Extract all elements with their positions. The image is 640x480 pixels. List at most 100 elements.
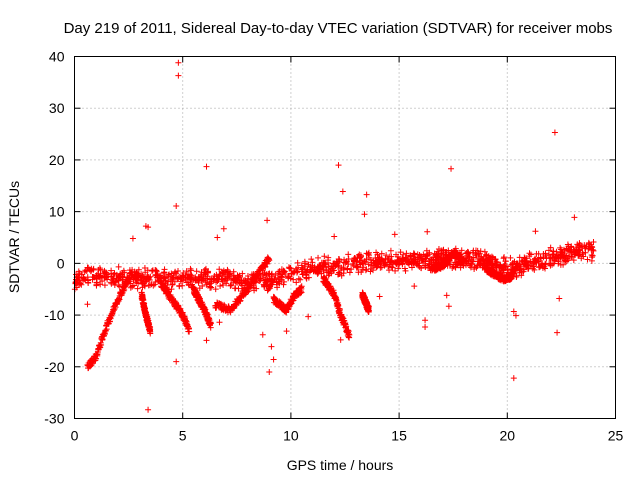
data-point-band	[188, 275, 195, 282]
data-point-band	[569, 253, 576, 260]
data-point-band	[76, 280, 83, 287]
data-point-band	[134, 285, 141, 292]
data-point-band	[293, 265, 300, 272]
data-point-band	[115, 263, 122, 270]
data-point-outlier	[361, 211, 368, 218]
data-point-band	[402, 254, 409, 261]
data-point-band	[133, 272, 140, 279]
data-point-band	[588, 257, 595, 264]
y-tick-label: 20	[49, 152, 65, 168]
data-point-band	[133, 279, 140, 286]
data-point-band	[426, 251, 433, 258]
data-point-band	[325, 272, 332, 279]
data-point-band	[357, 261, 364, 268]
data-point-band	[421, 262, 428, 269]
data-point-band	[465, 249, 472, 256]
data-point-band	[475, 258, 482, 265]
data-point-outlier	[422, 323, 429, 330]
data-point-band	[381, 260, 388, 267]
data-point-outlier	[145, 406, 152, 413]
data-point-branch	[461, 259, 468, 266]
data-point-band	[497, 262, 504, 269]
data-point-band	[541, 263, 548, 270]
data-point-band	[291, 268, 298, 275]
data-point-band	[537, 254, 544, 261]
y-tick-labels: -30 -20 -10 0 10 20 30 40	[44, 49, 64, 427]
data-point-branch	[98, 342, 105, 349]
data-point-band	[84, 274, 91, 281]
data-point-band	[397, 249, 404, 256]
data-point-band	[177, 278, 184, 285]
data-point-band	[589, 244, 596, 251]
data-point-band	[325, 263, 332, 270]
data-point-outlier	[571, 214, 578, 221]
data-point-branch	[147, 330, 154, 337]
data-point-band	[235, 285, 242, 292]
data-point-band	[206, 276, 213, 283]
data-point-band	[309, 259, 316, 266]
data-point-branch	[87, 363, 94, 370]
data-point-band	[415, 262, 422, 269]
data-point-outlier	[129, 235, 136, 242]
data-point-band	[471, 264, 478, 271]
data-point-band	[120, 267, 127, 274]
data-point-outlier	[411, 283, 418, 290]
data-point-band	[308, 256, 315, 263]
data-point-band	[373, 264, 380, 271]
data-point-branch	[259, 267, 266, 274]
data-point-band	[160, 275, 167, 282]
data-point-outlier	[173, 358, 180, 365]
data-point-band	[198, 269, 205, 276]
data-point-outlier	[510, 375, 517, 382]
grid	[74, 56, 616, 419]
data-point-band	[127, 269, 134, 276]
data-point-band	[179, 273, 186, 280]
data-point-outlier	[448, 165, 455, 172]
data-point-band	[97, 266, 104, 273]
data-point-band	[176, 282, 183, 289]
data-point-band	[502, 258, 509, 265]
y-tick-label: -30	[44, 411, 64, 427]
data-point-band	[378, 250, 385, 257]
data-point-branch	[336, 306, 343, 313]
data-point-branch	[217, 300, 224, 307]
data-point-band	[373, 249, 380, 256]
data-point-band	[235, 273, 242, 280]
data-point-outlier	[84, 301, 91, 308]
data-point-band	[523, 255, 530, 262]
data-point-band	[555, 258, 562, 265]
data-point-band	[423, 247, 430, 254]
data-point-band	[266, 285, 273, 292]
data-point-band	[323, 269, 330, 276]
data-point-band	[483, 252, 490, 259]
data-point-branch	[365, 307, 372, 314]
data-point-band	[365, 249, 372, 256]
data-point-outlier	[556, 295, 563, 302]
data-point-band	[350, 262, 357, 269]
data-point-band	[298, 262, 305, 269]
data-point-band	[169, 281, 176, 288]
data-point-band	[392, 267, 399, 274]
data-point-band	[338, 265, 345, 272]
data-point-band	[340, 270, 347, 277]
data-point-band	[564, 257, 571, 264]
data-point-band	[96, 265, 103, 272]
data-point-branch	[298, 283, 305, 290]
data-point-band	[433, 252, 440, 259]
data-point-band	[301, 258, 308, 265]
x-tick-label: 20	[500, 428, 516, 444]
x-tick-label: 0	[71, 428, 79, 444]
data-point-band	[354, 264, 361, 271]
y-tick-label: 0	[57, 255, 65, 271]
data-point-band	[354, 263, 361, 270]
data-point-band	[293, 279, 300, 286]
data-point-band	[261, 277, 268, 284]
data-point-band	[507, 254, 514, 261]
data-point-band	[590, 239, 597, 246]
data-point-band	[216, 266, 223, 273]
data-point-band	[199, 282, 206, 289]
data-point-band	[563, 245, 570, 252]
y-tick-label: -10	[44, 307, 64, 323]
data-point-band	[153, 267, 160, 274]
